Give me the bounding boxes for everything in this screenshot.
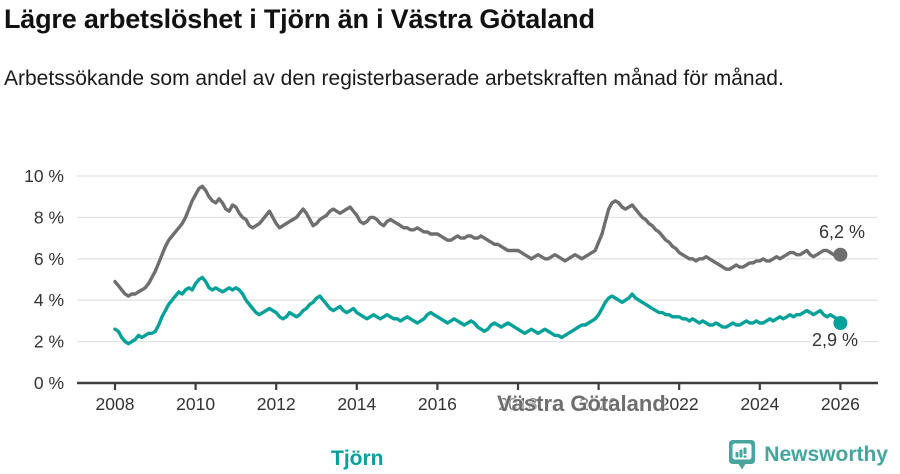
x-axis-tick-label: 2026 <box>821 394 860 414</box>
end-value-label-tjorn: 2,9 % <box>810 330 861 351</box>
x-axis-tick-label: 2010 <box>176 394 215 414</box>
chart-subtitle: Arbetssökande som andel av den registerb… <box>4 67 784 90</box>
x-axis-tick-label: 2024 <box>740 394 779 414</box>
x-axis-tick-label: 2012 <box>257 394 296 414</box>
x-axis-tick-label: 2014 <box>337 394 376 414</box>
series-line <box>113 184 843 298</box>
series-end-dot <box>833 316 848 330</box>
series-label-vastra-gotaland: Västra Götaland <box>497 391 666 416</box>
y-axis-tick-label: 6 % <box>34 249 64 269</box>
page-title: Lägre arbetslöshet i Tjörn än i Västra G… <box>4 4 595 34</box>
series-end-dot <box>833 247 848 262</box>
brand-footer: Newsworthy <box>728 439 888 471</box>
x-axis-tick-label: 2022 <box>660 394 699 414</box>
y-axis-tick-label: 2 % <box>34 332 64 352</box>
x-axis-tick-label: 2008 <box>96 394 135 414</box>
y-axis-tick-label: 8 % <box>34 207 64 227</box>
x-axis-tick-label: 2020 <box>579 394 618 414</box>
y-axis-tick-label: 0 % <box>34 373 64 393</box>
brand-name: Newsworthy <box>764 443 888 466</box>
newsworthy-logo-icon <box>729 440 756 470</box>
series-line <box>113 275 843 346</box>
x-axis-tick-label: 2018 <box>499 394 538 414</box>
y-axis-tick-label: 4 % <box>34 290 64 310</box>
series-label-tjorn: Tjörn <box>331 447 384 470</box>
chart-area: 0 % 2 % 4 % 6 % 8 % 10 % 2008 2010 2012 2014 2016 2… <box>0 160 900 470</box>
y-axis-tick-label: 10 % <box>24 166 64 186</box>
x-axis-tick-label: 2016 <box>418 394 457 414</box>
end-value-label-vastra-gotaland: 6,2 % <box>817 222 868 243</box>
chart-svg: 0 % 2 % 4 % 6 % 8 % 10 % 2008 2010 2012 2014 2016 2… <box>24 166 878 414</box>
